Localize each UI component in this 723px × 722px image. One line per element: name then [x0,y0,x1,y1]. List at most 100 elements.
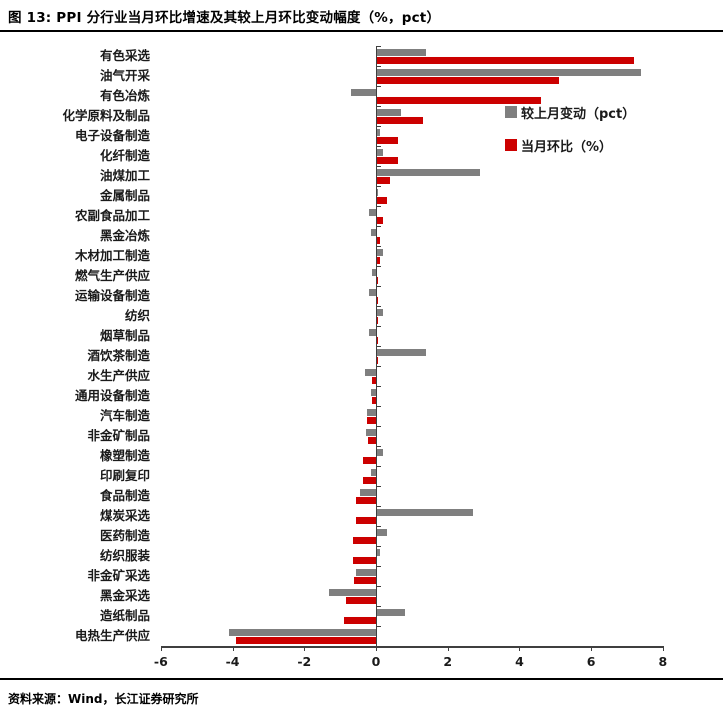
mom-bar [376,156,398,164]
category-label: 非金矿采选 [87,568,150,583]
change-bar [376,48,427,56]
x-tick-label: -6 [153,654,168,669]
x-tick-label: -2 [297,654,312,669]
legend-label-change: 较上月变动（pct） [521,106,636,122]
category-label: 木材加工制造 [74,248,150,263]
mom-bar [376,96,541,104]
mom-bar [367,416,376,424]
footer-divider [0,678,723,680]
mom-bar [356,496,376,504]
category-label: 造纸制品 [99,608,150,623]
change-bar [376,548,380,556]
mom-bar [376,256,380,264]
category-label: 烟草制品 [99,328,150,343]
change-bar [368,288,376,296]
category-tick [377,546,381,547]
change-bar [368,208,376,216]
x-tick-label: 6 [586,654,596,669]
change-bar [350,88,376,96]
category-label: 农副食品加工 [74,208,150,223]
change-bar [376,348,427,356]
legend: 较上月变动（pct） 当月环比（%） [505,102,635,168]
category-tick [377,226,381,227]
x-tick-label: -4 [225,654,240,669]
category-tick [377,526,381,527]
change-bar [366,428,376,436]
mom-bar [376,136,398,144]
category-label: 医药制造 [99,528,150,543]
source-note: 资料来源：Wind，长江证券研究所 [8,692,199,706]
category-label: 煤炭采选 [99,508,150,523]
x-axis-tick [160,646,162,651]
title-divider [0,30,723,32]
mom-bar [372,396,376,404]
category-tick [377,266,381,267]
mom-bar [376,76,559,84]
legend-item-mom: 当月环比（%） [505,135,635,155]
change-bar [365,368,376,376]
category-tick [377,326,381,327]
change-bar [372,268,376,276]
mom-bar [376,116,423,124]
change-bar [376,168,480,176]
change-bar [376,148,384,156]
x-axis-tick [447,646,449,651]
mom-bar [345,596,376,604]
category-tick [377,506,381,507]
category-tick [377,186,381,187]
mom-bar [354,576,376,584]
legend-marker-gray-icon [505,106,517,118]
change-bar [376,308,384,316]
x-tick-label: 4 [515,654,524,669]
category-tick [377,246,381,247]
category-tick [377,106,381,107]
mom-bar [376,56,635,64]
change-bar [367,408,376,416]
change-bar [376,448,384,456]
category-label: 黑金采选 [99,588,150,603]
category-tick [377,426,381,427]
legend-label-mom: 当月环比（%） [521,139,613,155]
category-tick [377,146,381,147]
category-label: 化学原料及制品 [62,108,150,123]
change-bar [228,628,376,636]
figure-title: 图 13: PPI 分行业当月环比增速及其较上月环比变动幅度（%，pct） [8,10,441,26]
change-bar [370,388,376,396]
category-label: 有色冶炼 [99,88,150,103]
zero-axis [376,46,377,646]
legend-item-change: 较上月变动（pct） [505,102,635,122]
x-tick-label: 0 [371,654,381,669]
change-bar [370,468,376,476]
category-label: 通用设备制造 [74,388,150,403]
x-axis-tick [519,646,521,651]
change-bar [376,108,402,116]
mom-bar [376,176,391,184]
x-tick-label: 8 [658,654,668,669]
change-bar [376,248,384,256]
category-tick [377,606,381,607]
category-label: 运输设备制造 [74,288,150,303]
category-tick [377,46,381,47]
change-bar [370,228,376,236]
category-label: 化纤制造 [99,148,150,163]
x-axis-tick [376,646,377,651]
category-label: 燃气生产供应 [74,268,150,283]
category-label: 橡塑制造 [99,448,150,463]
change-bar [376,608,405,616]
category-tick [377,346,381,347]
legend-marker-red-icon [505,139,517,151]
mom-bar [352,536,376,544]
category-tick [377,406,381,407]
category-tick [377,286,381,287]
category-tick [377,366,381,367]
mom-bar [376,216,384,224]
category-label: 食品制造 [99,488,150,503]
category-tick [377,86,381,87]
category-label: 汽车制造 [99,408,150,423]
category-label: 金属制品 [99,188,150,203]
x-tick-label: 2 [443,654,453,669]
category-tick [377,486,381,487]
category-label: 水生产供应 [87,368,150,383]
mom-bar [363,476,376,484]
category-tick [377,126,381,127]
